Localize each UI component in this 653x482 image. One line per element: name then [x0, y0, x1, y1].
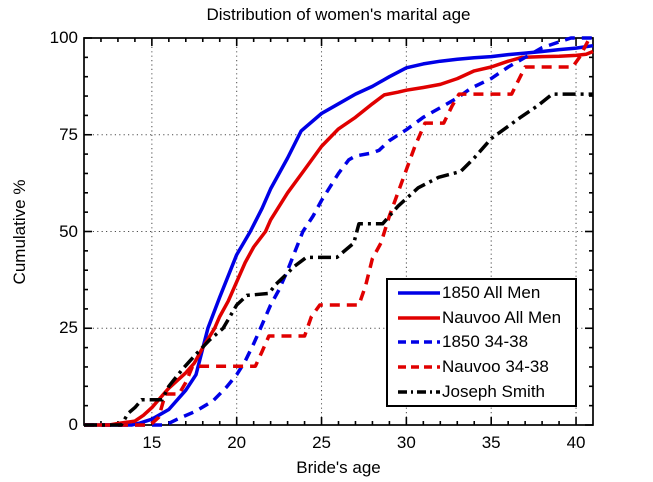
legend-label: Joseph Smith	[442, 381, 545, 401]
legend-line-sample	[398, 390, 440, 394]
legend-label: 1850 All Men	[442, 283, 541, 303]
x-tick-label-15: 15	[142, 433, 162, 452]
series-nauvoo-34-38	[84, 36, 593, 427]
legend-label: Nauvoo All Men	[442, 307, 562, 327]
y-tick-label-75: 75	[59, 124, 78, 144]
legend-entry: 1850 34-38	[397, 331, 575, 354]
legend-label: 1850 34-38	[442, 332, 529, 352]
chart-title: Distribution of women's marital age	[206, 5, 471, 24]
legend-line-sample	[398, 365, 440, 369]
legend-line-sample	[398, 316, 440, 320]
series-1850-all-men	[84, 43, 594, 427]
x-tick-label-35: 35	[481, 433, 501, 452]
x-tick-label-25: 25	[312, 433, 331, 452]
legend-line-sample	[398, 291, 440, 295]
y-tick-label-0: 0	[68, 415, 78, 434]
series-1850-34-38	[84, 36, 593, 427]
y-tick-label-25: 25	[59, 318, 78, 338]
legend-entry: Nauvoo 34-38	[397, 356, 575, 379]
axes-box	[83, 37, 594, 426]
y-tick-label-50: 50	[59, 221, 78, 241]
legend-label: Nauvoo 34-38	[442, 357, 549, 377]
x-tick-label-30: 30	[396, 433, 416, 452]
x-tick-label-20: 20	[227, 433, 247, 452]
legend: 1850 All Men Nauvoo All Men 1850 34-38 Nauv…	[386, 278, 577, 407]
series-joseph-smith	[84, 92, 593, 427]
x-axis-label: Bride's age	[296, 458, 381, 477]
y-tick-label-100: 100	[49, 28, 78, 47]
legend-entry: Joseph Smith	[397, 380, 575, 403]
x-tick-label-40: 40	[566, 433, 586, 452]
legend-entry: 1850 All Men	[397, 282, 575, 305]
legend-line-sample	[398, 340, 440, 345]
legend-entry: Nauvoo All Men	[397, 306, 575, 329]
